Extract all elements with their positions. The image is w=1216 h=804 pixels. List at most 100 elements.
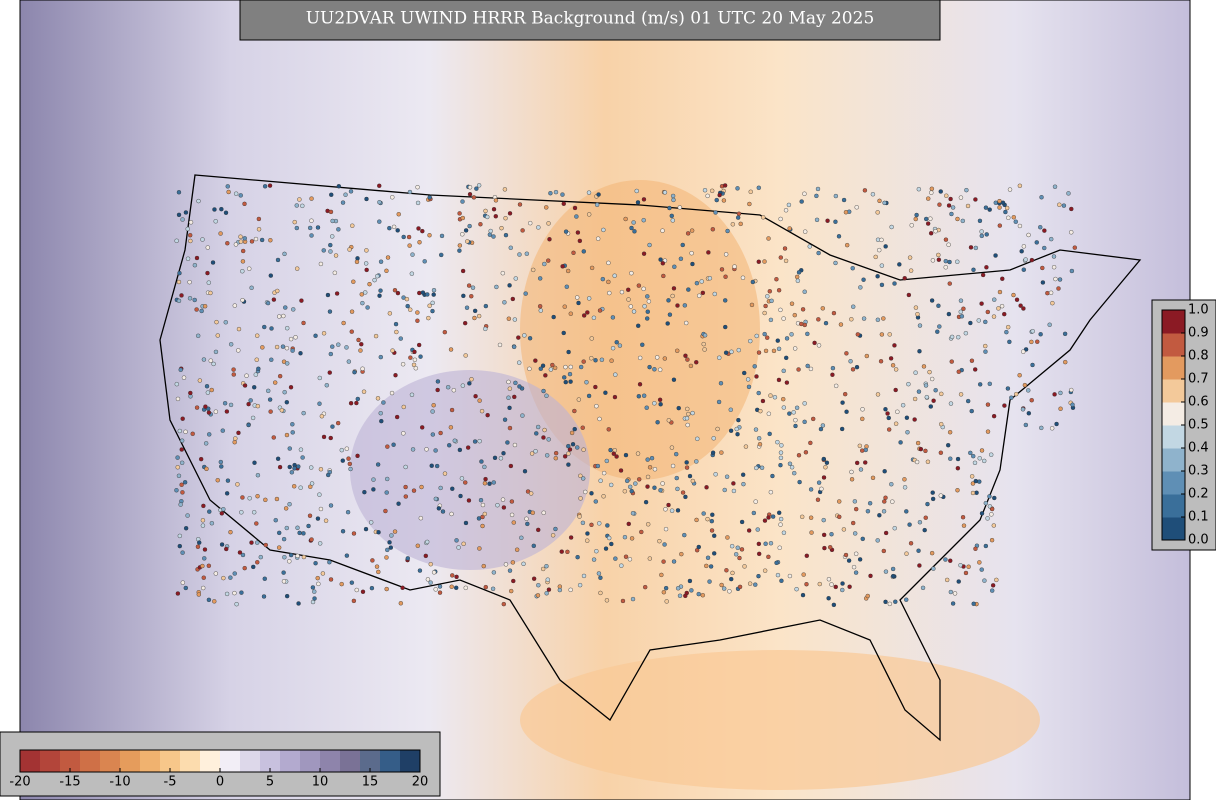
obs-dot — [977, 456, 982, 461]
obs-dot — [1026, 388, 1031, 393]
obs-dot — [238, 193, 243, 198]
obs-dot — [857, 443, 863, 449]
obs-dot — [624, 478, 630, 484]
obs-dot — [886, 415, 891, 421]
obs-dot — [262, 324, 267, 330]
obs-dot — [467, 192, 473, 197]
obs-dot — [739, 547, 745, 552]
obs-dot — [461, 293, 466, 299]
obs-dot — [589, 491, 594, 496]
obs-dot — [895, 409, 900, 414]
colorbar-tick-label: -15 — [59, 775, 80, 790]
obs-dot — [683, 593, 688, 599]
obs-dot — [633, 481, 638, 486]
colorbar-tick-label: -5 — [164, 775, 177, 790]
obs-dot — [534, 431, 539, 436]
obs-dot — [814, 217, 820, 223]
obs-dot — [274, 344, 280, 350]
obs-dot — [753, 582, 758, 587]
obs-dot — [948, 196, 953, 202]
obs-dot — [890, 573, 896, 579]
obs-dot — [221, 575, 226, 581]
obs-dot — [255, 403, 261, 409]
obs-dot — [663, 526, 669, 532]
obs-dot — [939, 421, 944, 427]
obs-dot — [717, 355, 722, 360]
obs-dot — [540, 566, 546, 572]
obs-dot — [450, 486, 455, 491]
obs-dot — [219, 542, 225, 547]
colorbar-tick-label: 5 — [266, 775, 274, 790]
obs-dot — [762, 259, 767, 264]
obs-dot — [349, 329, 354, 334]
obs-dot — [207, 509, 212, 514]
obs-dot — [727, 589, 732, 594]
obs-dot — [511, 520, 516, 525]
obs-dot — [763, 348, 769, 354]
obs-dot — [506, 395, 511, 400]
obs-dot — [255, 333, 260, 338]
obs-dot — [722, 183, 728, 188]
obs-dot — [646, 299, 652, 304]
obs-dot — [460, 215, 466, 221]
obs-dot — [188, 220, 194, 225]
obs-dot — [301, 531, 306, 536]
obs-dot — [568, 379, 573, 384]
obs-dot — [528, 220, 533, 226]
obs-dot — [794, 405, 800, 411]
obs-dot — [263, 497, 268, 503]
obs-dot — [1058, 406, 1063, 411]
obs-dot — [405, 556, 411, 561]
obs-dot — [815, 186, 821, 192]
obs-dot — [460, 199, 465, 204]
obs-dot — [645, 474, 651, 480]
obs-dot — [875, 538, 880, 543]
obs-dot — [491, 207, 497, 212]
obs-dot — [546, 258, 551, 263]
obs-dot — [830, 372, 835, 377]
obs-dot — [776, 377, 782, 383]
obs-dot — [477, 398, 482, 403]
obs-dot — [317, 375, 322, 381]
obs-dot — [537, 304, 543, 309]
obs-dot — [174, 488, 179, 493]
obs-dot — [997, 198, 1002, 204]
colorbar-segment — [140, 750, 161, 772]
obs-dot — [928, 404, 934, 409]
obs-dot — [802, 229, 808, 234]
obs-dot — [987, 381, 992, 387]
obs-dot — [433, 448, 438, 453]
obs-dot — [877, 198, 882, 204]
obs-dot — [686, 411, 691, 417]
obs-dot — [883, 569, 889, 574]
obs-dot — [330, 344, 335, 349]
obs-dot — [923, 448, 928, 454]
obs-dot — [938, 189, 943, 194]
obs-dot — [821, 456, 827, 462]
obs-dot — [759, 465, 765, 470]
obs-dot — [915, 440, 921, 446]
obs-dot — [201, 575, 206, 580]
obs-dot — [384, 268, 389, 274]
colorbar-segment — [1162, 379, 1185, 403]
obs-dot — [965, 203, 971, 209]
obs-dot — [677, 593, 683, 598]
obs-dot — [799, 321, 804, 327]
colorbar-segment — [40, 750, 61, 772]
obs-dot — [671, 559, 677, 564]
obs-dot — [1069, 230, 1074, 235]
obs-dot — [671, 197, 676, 203]
colorbar-segment — [1162, 448, 1185, 472]
obs-dot — [853, 531, 858, 536]
obs-dot — [637, 355, 643, 361]
obs-dot — [776, 288, 782, 293]
obs-dot — [647, 465, 653, 470]
obs-dot — [713, 472, 718, 477]
obs-dot — [359, 342, 364, 347]
obs-dot — [321, 248, 326, 253]
obs-dot — [591, 557, 597, 562]
obs-dot — [936, 252, 941, 258]
obs-dot — [612, 273, 617, 278]
obs-dot — [829, 532, 834, 537]
